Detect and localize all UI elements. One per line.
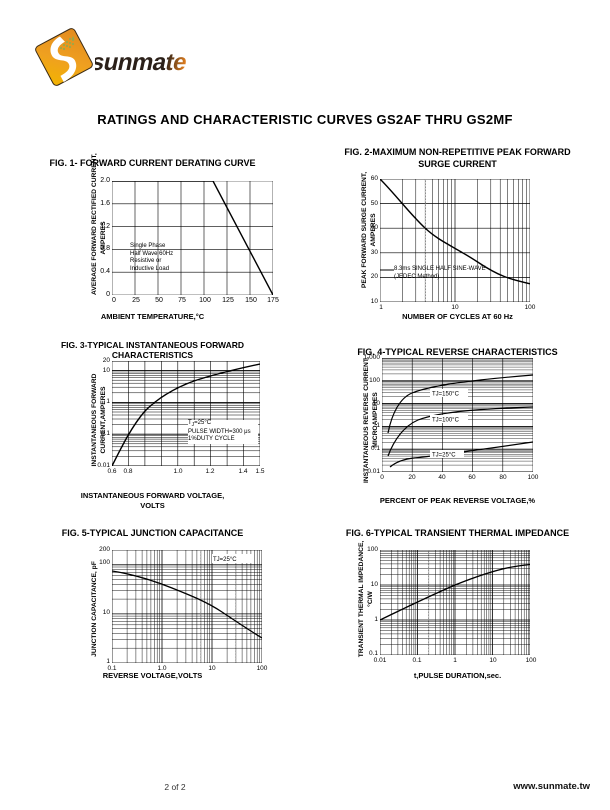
svg-text:sunmate: sunmate [95, 49, 189, 76]
svg-text:TJ=100°C: TJ=100°C [432, 418, 460, 424]
svg-text:TJ=25°C: TJ=25°C [432, 453, 456, 459]
svg-text:TJ=25°C: TJ=25°C [213, 557, 237, 563]
svg-text:TJ=150°C: TJ=150°C [432, 392, 460, 398]
